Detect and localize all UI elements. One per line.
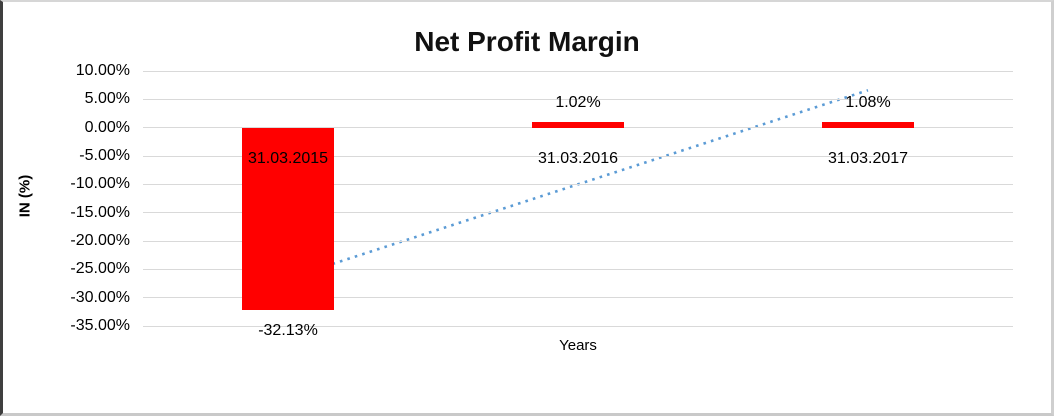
- y-axis-tick-label: -5.00%: [79, 147, 130, 164]
- data-label: -32.13%: [258, 321, 318, 339]
- y-axis-tick-label: -20.00%: [70, 232, 130, 249]
- y-axis-tick-label: -30.00%: [70, 288, 130, 306]
- bar-31.03.2016: [532, 121, 624, 128]
- x-axis-title: Years: [559, 337, 597, 354]
- bar-31.03.2017: [822, 121, 914, 128]
- gridline: [143, 155, 1013, 157]
- bar-31.03.2015: [242, 127, 334, 310]
- gridline: [143, 127, 1013, 129]
- data-label: 1.08%: [845, 93, 891, 111]
- category-label: 31.03.2015: [247, 149, 329, 167]
- y-axis-tick-label: -15.00%: [70, 203, 130, 221]
- y-axis-tick-label: -25.00%: [70, 260, 130, 278]
- data-label: 1.02%: [555, 93, 601, 111]
- gridline: [143, 240, 1013, 242]
- category-label: 31.03.2016: [537, 149, 619, 167]
- category-label: 31.03.2017: [827, 149, 909, 167]
- y-axis-tick-label: -35.00%: [70, 317, 130, 334]
- y-axis-tick-label: 0.00%: [84, 118, 130, 136]
- y-axis-tick-label: 5.00%: [84, 90, 130, 108]
- gridline: [143, 212, 1013, 214]
- gridline: [143, 183, 1013, 185]
- gridline: [143, 70, 1013, 72]
- gridline: [143, 325, 1013, 327]
- y-axis-tick-label: -10.00%: [70, 175, 130, 193]
- y-axis-tick-label: 10.00%: [75, 62, 130, 79]
- chart-title: Net Profit Margin: [414, 26, 640, 57]
- gridline: [143, 268, 1013, 270]
- gridline: [143, 98, 1013, 100]
- gridline: [143, 297, 1013, 299]
